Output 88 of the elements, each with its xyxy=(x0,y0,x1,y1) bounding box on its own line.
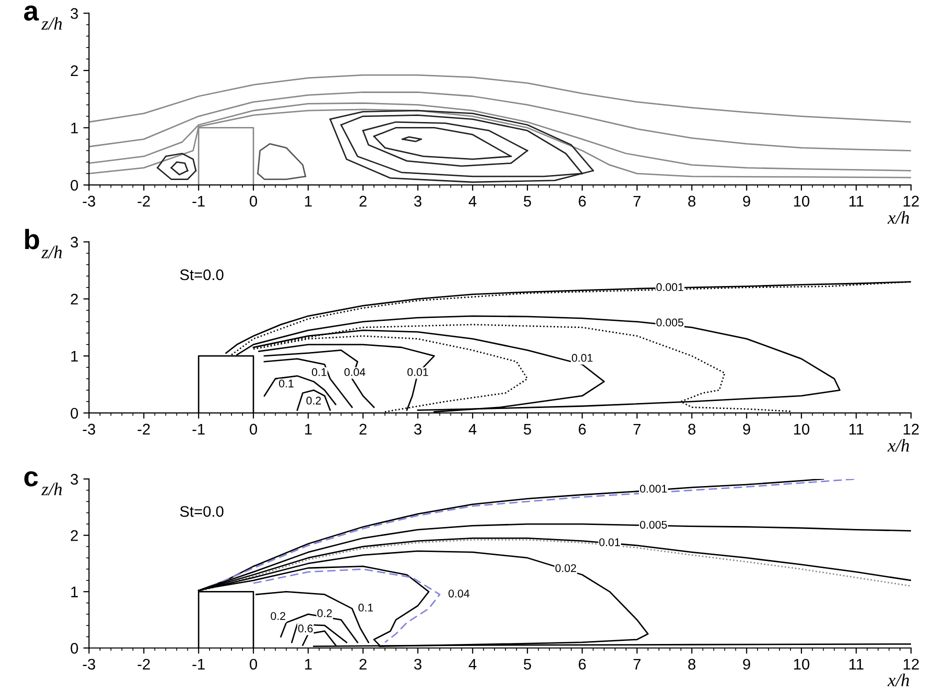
x-tick-label: -2 xyxy=(138,424,150,434)
y-axis-title: z/h xyxy=(41,246,62,258)
annotation: St=0.0 xyxy=(180,269,224,280)
annotation: 0.6 xyxy=(298,624,313,632)
y-tick-label: 3 xyxy=(70,8,78,19)
y-tick-label: 2 xyxy=(70,294,78,304)
chart-title: c xyxy=(24,471,38,486)
y-tick-label: 2 xyxy=(70,65,78,76)
x-tick-label: -3 xyxy=(82,424,96,435)
x-tick-label: -3 xyxy=(82,658,96,670)
y-tick-label: 0 xyxy=(70,408,78,419)
annotation: 0.1 xyxy=(312,368,326,376)
y-tick-label: 1 xyxy=(71,350,78,362)
x-tick-label: 3 xyxy=(414,196,422,207)
x-tick-label: 12 xyxy=(904,658,919,670)
x-tick-label: 4 xyxy=(468,424,476,434)
y-tick-label: 1 xyxy=(71,122,78,134)
annotation: 0.02 xyxy=(555,564,576,572)
x-tick-label: 7 xyxy=(634,658,641,670)
x-tick-label: 11 xyxy=(849,196,864,206)
x-tick-label: 3 xyxy=(414,658,422,670)
x-tick-label: 7 xyxy=(634,196,641,206)
annotation: 0.005 xyxy=(640,520,667,529)
y-axis-title: z/h xyxy=(41,482,62,496)
x-axis-title: x/h xyxy=(887,439,909,452)
annotation: 0.1 xyxy=(358,604,373,612)
chart-title: a xyxy=(24,5,39,21)
x-tick-label: 6 xyxy=(578,424,586,435)
x-tick-label: -1 xyxy=(192,658,205,670)
x-tick-label: 8 xyxy=(688,196,696,207)
x-tick-label: 8 xyxy=(688,658,696,670)
x-tick-label: -1 xyxy=(192,424,205,434)
y-tick-label: 2 xyxy=(70,530,78,541)
annotation: St=0.0 xyxy=(180,506,224,517)
x-tick-label: 1 xyxy=(305,658,312,670)
annotation: 0.005 xyxy=(656,318,684,326)
x-tick-label: 12 xyxy=(904,196,919,206)
x-tick-label: 1 xyxy=(305,196,312,206)
x-tick-label: 9 xyxy=(743,424,750,435)
x-tick-label: 10 xyxy=(794,424,810,435)
x-tick-label: 4 xyxy=(468,196,476,206)
y-axis-title: z/h xyxy=(41,17,62,30)
y-tick-label: 0 xyxy=(70,642,78,654)
annotation: 0.2 xyxy=(306,396,321,405)
annotation: 0.04 xyxy=(344,368,366,376)
x-tick-label: 2 xyxy=(360,196,366,206)
annotation: 0.001 xyxy=(640,484,667,493)
annotation: 0.1 xyxy=(279,380,294,388)
y-tick-label: 1 xyxy=(71,586,78,598)
x-tick-label: 3 xyxy=(414,424,422,435)
x-axis-title: x/h xyxy=(887,211,909,224)
annotation: 0.01 xyxy=(572,354,592,362)
x-tick-label: 6 xyxy=(578,658,586,670)
x-tick-label: 11 xyxy=(849,658,864,670)
x-tick-label: 5 xyxy=(524,658,532,670)
x-tick-label: 2 xyxy=(360,658,366,670)
x-tick-label: 10 xyxy=(794,196,810,207)
annotation: 0.2 xyxy=(317,609,332,618)
y-tick-label: 3 xyxy=(70,474,78,485)
x-tick-label: 5 xyxy=(524,196,532,207)
x-tick-label: 2 xyxy=(360,424,366,434)
x-tick-label: 0 xyxy=(250,196,258,207)
annotation: 0.2 xyxy=(270,612,286,620)
x-tick-label: 9 xyxy=(743,658,750,670)
annotation: 0.001 xyxy=(656,283,684,292)
x-tick-label: 12 xyxy=(904,424,919,434)
x-tick-label: -1 xyxy=(192,196,205,206)
annotation: 0.01 xyxy=(599,538,620,546)
x-tick-label: 5 xyxy=(524,424,532,435)
annotation: 0.01 xyxy=(407,368,428,376)
x-tick-label: -2 xyxy=(138,658,150,670)
x-tick-label: 0 xyxy=(250,658,258,670)
chart-title: b xyxy=(25,228,40,250)
x-tick-label: 1 xyxy=(305,424,312,434)
y-tick-label: 3 xyxy=(70,236,78,248)
x-tick-label: 9 xyxy=(743,196,750,207)
x-tick-label: 11 xyxy=(849,424,864,434)
x-tick-label: 10 xyxy=(794,658,810,670)
x-tick-label: 4 xyxy=(468,658,476,670)
x-tick-label: 7 xyxy=(634,424,641,434)
x-tick-label: 8 xyxy=(688,424,696,435)
x-tick-label: 0 xyxy=(250,424,258,435)
y-tick-label: 0 xyxy=(70,180,78,191)
x-tick-label: -3 xyxy=(82,196,96,207)
x-tick-label: -2 xyxy=(138,196,150,206)
x-tick-label: 6 xyxy=(578,196,586,207)
annotation: 0.04 xyxy=(448,590,470,598)
x-axis-title: x/h xyxy=(887,674,909,686)
